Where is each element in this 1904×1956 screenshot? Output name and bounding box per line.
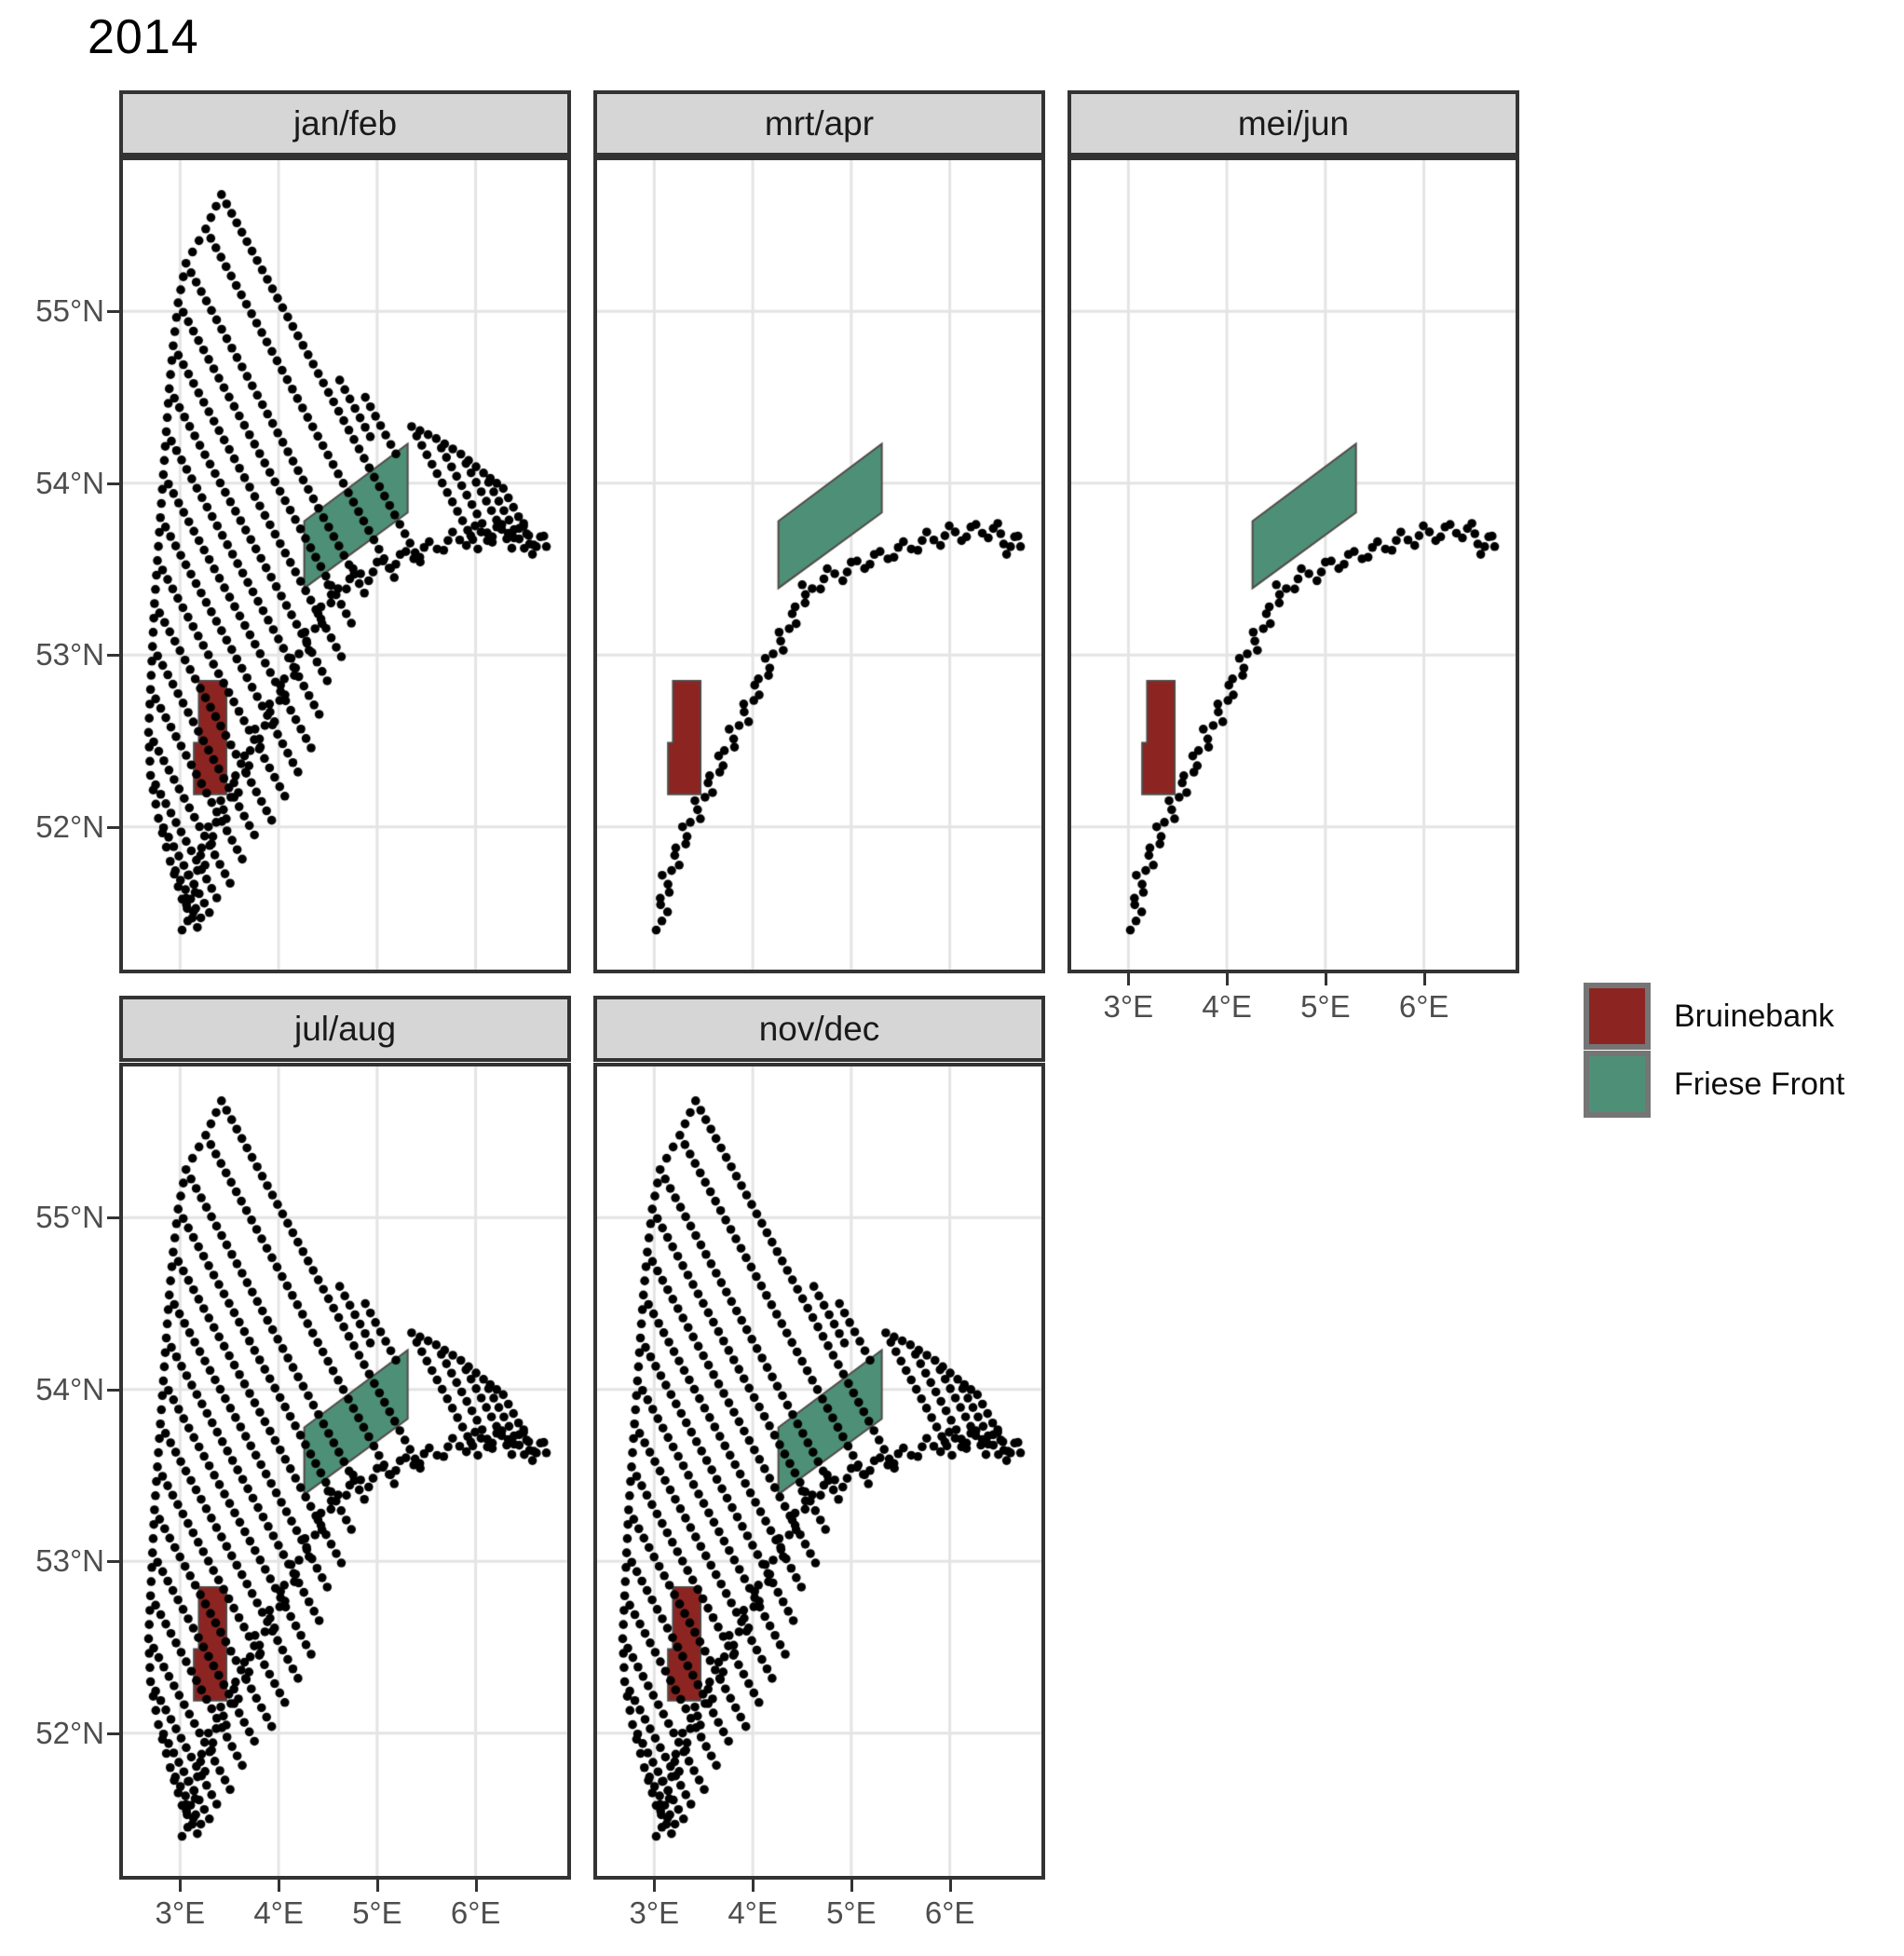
x-tick-label: 5°E	[352, 1895, 402, 1930]
y-tick-label: 55°N	[35, 1200, 104, 1235]
y-tick-label: 53°N	[35, 637, 104, 672]
x-tick-mark	[179, 1880, 183, 1892]
x-tick-label: 3°E	[155, 1895, 206, 1930]
y-tick-label: 53°N	[35, 1543, 104, 1579]
x-tick-mark	[375, 1880, 379, 1892]
x-tick-label: 5°E	[826, 1895, 877, 1930]
x-tick-mark	[278, 1880, 281, 1892]
map-canvas	[123, 160, 567, 970]
facet-panel-jan-feb	[119, 156, 571, 973]
x-tick-label: 5°E	[1300, 989, 1351, 1024]
facet-strip-mei-jun: mei/jun	[1068, 90, 1519, 156]
legend-item-friese-front: Friese Front	[1584, 1051, 1844, 1118]
x-tick-label: 4°E	[728, 1895, 778, 1930]
x-tick-mark	[653, 1880, 657, 1892]
y-tick-label: 54°N	[35, 1371, 104, 1406]
facet-panel-jul-aug	[119, 1063, 571, 1880]
x-tick-mark	[752, 1880, 755, 1892]
map-canvas	[597, 160, 1041, 970]
y-tick-label: 52°N	[35, 808, 104, 844]
facet-strip-label: mrt/apr	[764, 103, 875, 143]
y-tick-label: 52°N	[35, 1715, 104, 1750]
facet-strip-jul-aug: jul/aug	[119, 996, 571, 1062]
x-tick-mark	[474, 1880, 478, 1892]
x-tick-label: 4°E	[1202, 989, 1252, 1024]
x-tick-label: 4°E	[253, 1895, 304, 1930]
y-tick-label: 55°N	[35, 293, 104, 329]
map-canvas	[123, 1066, 567, 1876]
y-tick-mark	[107, 1388, 119, 1392]
legend-label: Bruinebank	[1674, 998, 1835, 1034]
x-tick-mark	[1226, 973, 1230, 985]
x-tick-label: 3°E	[1103, 989, 1154, 1024]
legend-label: Friese Front	[1674, 1066, 1845, 1102]
x-tick-label: 6°E	[924, 1895, 975, 1930]
x-tick-mark	[1422, 973, 1426, 985]
legend-key-swatch	[1584, 1051, 1651, 1118]
y-tick-mark	[107, 825, 119, 829]
facet-strip-label: jan/feb	[292, 103, 398, 143]
x-tick-mark	[1324, 973, 1327, 985]
facet-strip-label: mei/jun	[1237, 103, 1350, 143]
x-tick-mark	[948, 1880, 952, 1892]
x-tick-mark	[1127, 973, 1131, 985]
x-tick-label: 6°E	[1398, 989, 1449, 1024]
y-tick-mark	[107, 482, 119, 485]
map-canvas	[1071, 160, 1516, 970]
y-tick-mark	[107, 1216, 119, 1220]
x-tick-label: 6°E	[450, 1895, 501, 1930]
facet-panel-mei-jun	[1068, 156, 1519, 973]
facet-strip-nov-dec: nov/dec	[593, 996, 1045, 1062]
facet-panel-nov-dec	[593, 1063, 1045, 1880]
facet-strip-label: jul/aug	[293, 1009, 397, 1048]
y-tick-label: 54°N	[35, 465, 104, 500]
facet-panel-mrt-apr	[593, 156, 1045, 973]
legend: Bruinebank Friese Front	[1584, 983, 1844, 1119]
map-canvas	[597, 1066, 1041, 1876]
y-tick-mark	[107, 654, 119, 658]
facet-strip-jan-feb: jan/feb	[119, 90, 571, 156]
x-tick-mark	[850, 1880, 853, 1892]
legend-key-swatch	[1584, 983, 1651, 1050]
y-tick-mark	[107, 1560, 119, 1564]
y-tick-mark	[107, 1732, 119, 1735]
facet-strip-label: nov/dec	[758, 1009, 880, 1048]
plot-title: 2014	[88, 10, 199, 64]
legend-item-bruinebank: Bruinebank	[1584, 983, 1844, 1050]
facet-strip-mrt-apr: mrt/apr	[593, 90, 1045, 156]
y-tick-mark	[107, 310, 119, 314]
x-tick-label: 3°E	[629, 1895, 680, 1930]
